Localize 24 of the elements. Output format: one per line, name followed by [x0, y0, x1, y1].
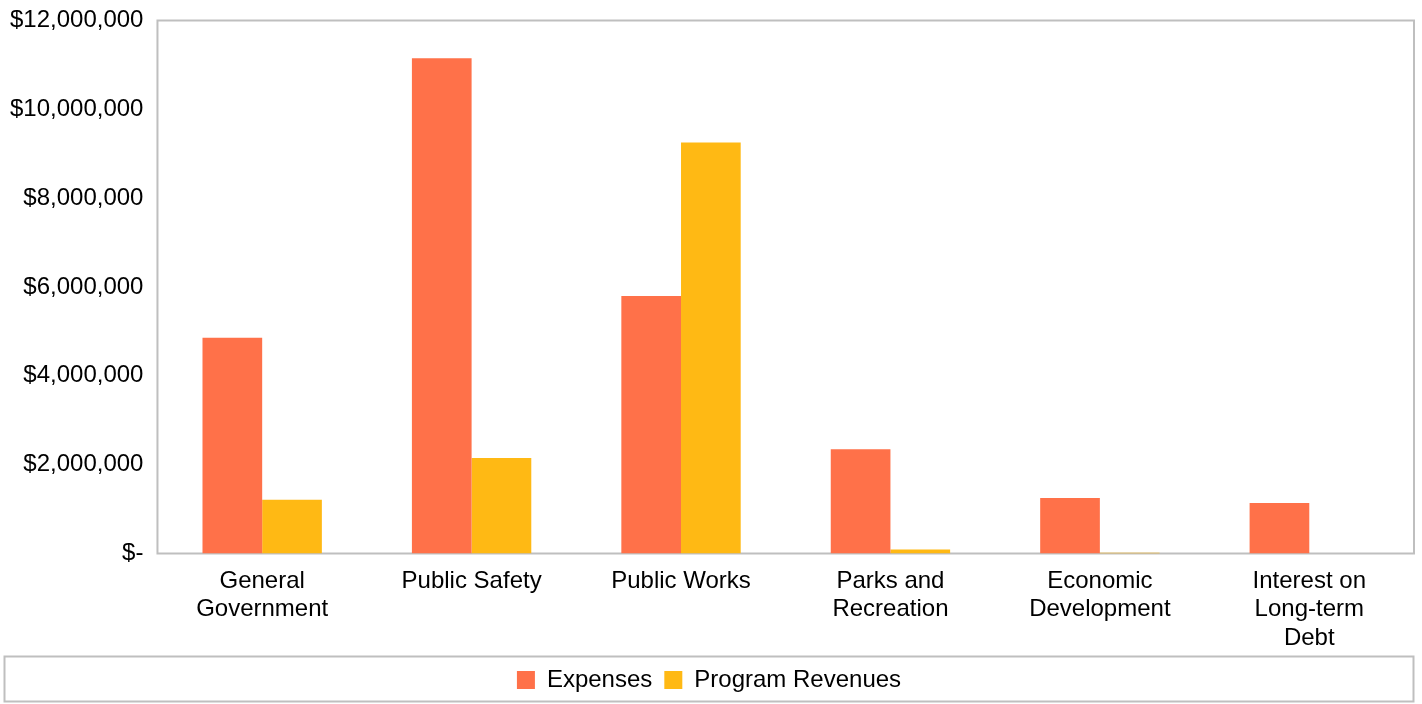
y-tick-label: $4,000,000	[23, 360, 144, 388]
x-tick-label: Interest on Long-term Debt	[1252, 565, 1366, 651]
y-tick-label: $-	[122, 538, 144, 566]
x-tick-label: Public Safety	[401, 565, 542, 593]
bar	[262, 499, 322, 554]
bar	[681, 142, 741, 554]
y-tick-label: $10,000,000	[10, 93, 144, 121]
x-tick-label: General Government	[196, 565, 329, 622]
y-tick-label: $8,000,000	[23, 182, 144, 210]
bar	[471, 458, 532, 554]
y-tick-label: $2,000,000	[23, 449, 144, 477]
bar	[1040, 498, 1100, 554]
x-tick-label: Parks and Recreation	[832, 565, 949, 622]
legend-label: Expenses	[546, 664, 653, 692]
bar	[621, 295, 682, 554]
legend-label: Program Revenues	[694, 664, 902, 692]
bar	[411, 58, 472, 554]
bar	[830, 449, 891, 554]
bar	[1249, 502, 1310, 554]
x-tick-label: Public Works	[611, 565, 751, 593]
y-tick-label: $6,000,000	[23, 271, 144, 299]
y-tick-label: $12,000,000	[10, 5, 144, 33]
x-tick-label: Economic Development	[1029, 565, 1171, 622]
bar	[202, 337, 263, 554]
